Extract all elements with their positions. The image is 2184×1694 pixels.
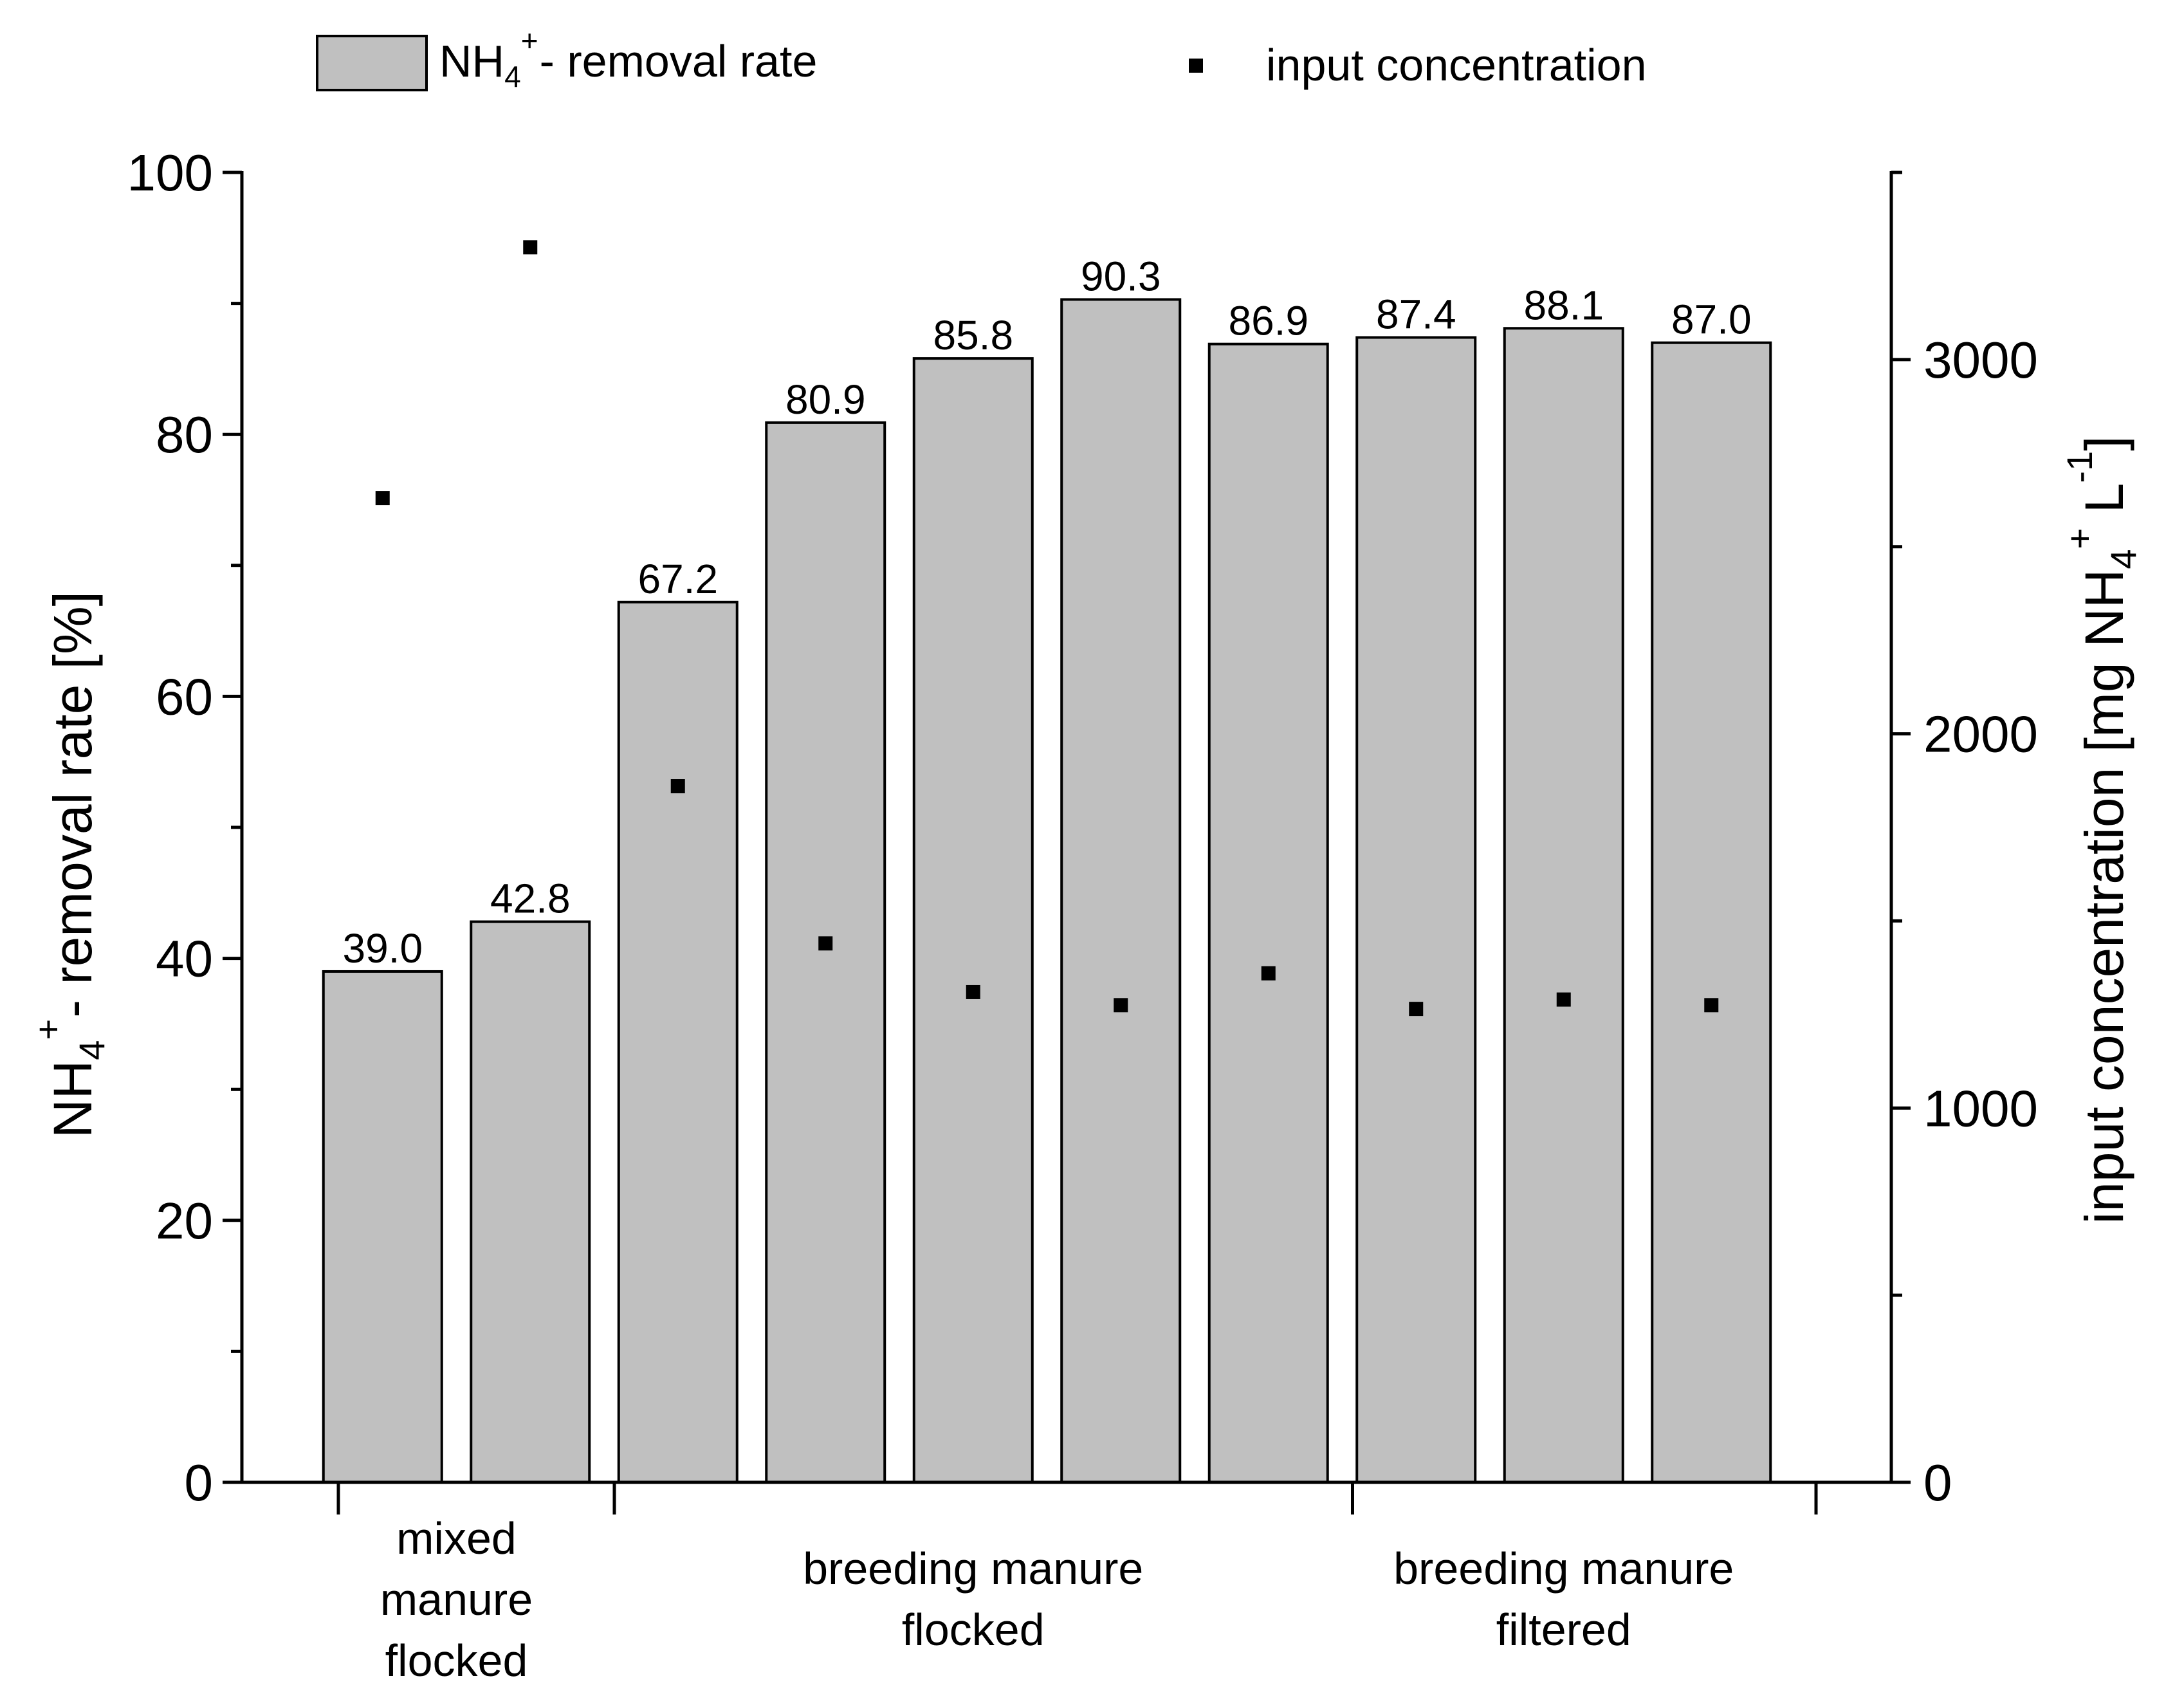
right-tick-label: 3000 (1923, 331, 2038, 389)
legend-bar-label-base: NH (439, 36, 504, 86)
bar-data-label: 42.8 (490, 876, 571, 922)
bar-data-label: 87.0 (1671, 297, 1752, 343)
right-axis-title-mid: L (2074, 483, 2134, 528)
right-axis-title-suffix: ] (2074, 436, 2134, 451)
bar (1355, 336, 1477, 1484)
bar (765, 421, 886, 1484)
left-tick-label: 60 (156, 668, 213, 725)
bar (322, 970, 443, 1484)
x-group-label: breeding manure flocked (803, 1543, 1143, 1655)
scatter-point (966, 984, 980, 999)
right-axis-tick-labels: 0 1000 2000 3000 (1923, 331, 2038, 1511)
scatter-point (1704, 998, 1719, 1013)
right-axis-title-sub: 4 (2103, 549, 2143, 569)
x-group-labels: mixed manure flocked breeding manure flocked… (380, 1513, 1734, 1686)
bar-series (322, 298, 1772, 1484)
bar (1207, 342, 1329, 1484)
bar (470, 920, 591, 1484)
x-group-label: mixed manure flocked (380, 1513, 533, 1686)
bar (617, 600, 739, 1484)
left-axis-title-base: NH (42, 1060, 103, 1138)
left-tick-label: 80 (156, 406, 213, 463)
right-axis-title: input concentration [mg NH4+ L-1] (2059, 436, 2143, 1224)
left-axis-title-rest: - removal rate [%] (42, 591, 103, 1018)
bar-data-label: 67.2 (638, 556, 718, 602)
scatter-point (670, 779, 685, 794)
left-tick-label: 20 (156, 1192, 213, 1249)
scatter-point (375, 491, 390, 506)
bar-data-label: 39.0 (342, 925, 423, 971)
right-axis-title-sup2: -1 (2059, 451, 2100, 483)
x-group-label-line: breeding manure (1393, 1543, 1734, 1594)
bar (1060, 298, 1182, 1484)
left-axis-title: NH4+- removal rate [%] (28, 591, 112, 1138)
scatter-point (1261, 966, 1276, 980)
scatter-point (1556, 992, 1571, 1007)
x-group-label-line: mixed (396, 1513, 517, 1563)
legend-bar-label-sup: + (521, 24, 538, 57)
x-group-label-line: breeding manure (803, 1543, 1143, 1594)
right-tick-label: 0 (1923, 1454, 1952, 1511)
right-tick-label: 1000 (1923, 1080, 2038, 1137)
axes (223, 170, 1911, 1514)
scatter-point (1114, 998, 1128, 1013)
x-group-label-line: manure (380, 1574, 533, 1625)
scatter-point (818, 936, 833, 951)
left-axis-tick-labels: 0 20 40 60 80 100 (127, 144, 213, 1511)
scatter-series (375, 240, 1719, 1017)
legend-bar-swatch (316, 35, 428, 91)
right-tick-label: 2000 (1923, 706, 2038, 763)
bar-data-labels: 39.0 42.8 67.2 80.9 85.8 90.3 86.9 87.4 88.1 87.0 (342, 253, 1751, 971)
scatter-point (523, 240, 538, 255)
left-tick-label: 40 (156, 930, 213, 988)
left-axis-title-sub: 4 (71, 1040, 112, 1060)
legend-marker-icon (1189, 59, 1203, 73)
legend-bar-label: NH4+- removal rate (439, 24, 817, 93)
legend: NH4+- removal rate input concentration (316, 24, 1647, 93)
bar-data-label: 88.1 (1523, 282, 1604, 328)
x-group-label-line: filtered (1496, 1605, 1631, 1655)
left-tick-label: 100 (127, 144, 213, 201)
legend-bar-label-sub: 4 (504, 60, 521, 93)
bar-data-label: 85.8 (933, 312, 1013, 358)
x-group-label-line: flocked (385, 1635, 528, 1686)
x-group-label-line: flocked (902, 1605, 1045, 1655)
bar-data-label: 86.9 (1228, 298, 1308, 344)
right-axis-title-sup: + (2059, 528, 2100, 549)
legend-bar-label-rest: - removal rate (540, 36, 818, 86)
bar (1651, 341, 1772, 1484)
bar-data-label: 87.4 (1376, 291, 1456, 338)
x-group-label: breeding manure filtered (1393, 1543, 1734, 1655)
left-tick-label: 0 (185, 1454, 214, 1511)
bar-data-label: 90.3 (1081, 253, 1161, 299)
bar (1503, 327, 1624, 1484)
legend-scatter-label: input concentration (1266, 40, 1647, 90)
right-axis-title-prefix: input concentration [mg NH (2074, 569, 2134, 1224)
bar-data-label: 80.9 (785, 376, 866, 423)
bar (912, 357, 1034, 1484)
scatter-point (1409, 1002, 1424, 1017)
left-axis-title-sup: + (28, 1019, 68, 1040)
